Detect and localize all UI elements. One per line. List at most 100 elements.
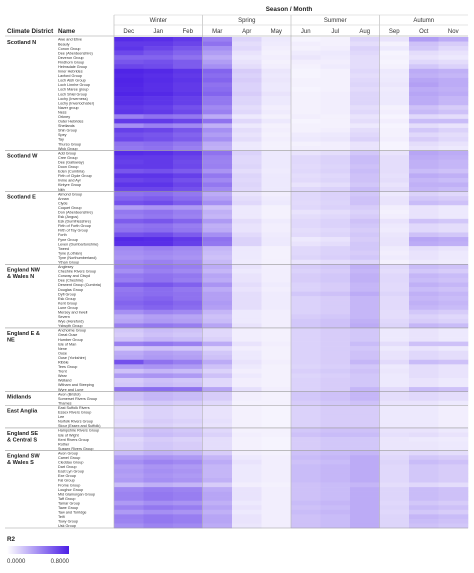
heatmap-cell xyxy=(232,314,262,320)
heatmap-cell xyxy=(232,100,262,106)
heatmap-cell xyxy=(114,446,144,452)
heatmap-cell xyxy=(409,318,439,324)
heatmap-cell xyxy=(350,109,380,115)
heatmap-cell xyxy=(438,127,469,133)
heatmap-cell xyxy=(409,314,439,320)
heatmap-cell xyxy=(291,82,321,88)
heatmap-cell xyxy=(173,41,203,47)
heatmap-cell xyxy=(143,396,174,402)
heatmap-cell xyxy=(143,464,174,470)
heatmap-cell xyxy=(409,264,439,270)
heatmap-cell xyxy=(438,387,469,392)
heatmap-cell xyxy=(173,450,203,456)
heatmap-cell xyxy=(202,264,233,270)
heatmap-cell xyxy=(261,82,292,88)
heatmap-cell xyxy=(261,159,292,165)
heatmap-cell xyxy=(114,473,144,479)
heatmap-cell xyxy=(114,391,144,397)
heatmap-cell xyxy=(143,368,174,374)
heatmap-cell xyxy=(409,432,439,438)
heatmap-cell xyxy=(202,177,233,183)
heatmap-cell xyxy=(350,314,380,320)
heatmap-cell xyxy=(350,100,380,106)
heatmap-cell xyxy=(409,332,439,338)
heatmap-cell xyxy=(350,164,380,170)
heatmap-cell xyxy=(409,164,439,170)
heatmap-cell xyxy=(261,105,292,111)
row-label: Camel Group xyxy=(58,456,80,460)
row-label: Ystwyth Group xyxy=(58,324,83,328)
heatmap-cell xyxy=(143,414,174,420)
heatmap-cell xyxy=(261,382,292,388)
heatmap-cell xyxy=(143,446,174,452)
heatmap-cell xyxy=(350,177,380,183)
heatmap-cell xyxy=(350,364,380,370)
heatmap-cell xyxy=(143,400,174,406)
heatmap-cell xyxy=(291,273,321,279)
heatmap-cell xyxy=(320,355,351,361)
heatmap-cell xyxy=(143,518,174,524)
heatmap-cell xyxy=(143,237,174,242)
heatmap-cell xyxy=(438,491,469,497)
heatmap-cell xyxy=(438,432,469,438)
heatmap-cell xyxy=(114,518,144,524)
heatmap-cell xyxy=(114,464,144,470)
heatmap-cell xyxy=(409,418,439,424)
heatmap-cell xyxy=(409,73,439,79)
heatmap-cell xyxy=(350,282,380,288)
heatmap-cell xyxy=(409,173,439,179)
heatmap-cell xyxy=(261,91,292,97)
heatmap-cell xyxy=(232,114,262,120)
heatmap-cell xyxy=(173,296,203,301)
heatmap-cell xyxy=(409,218,439,224)
heatmap-cell xyxy=(173,377,203,383)
heatmap-cell xyxy=(143,100,174,106)
heatmap-cell xyxy=(173,209,203,215)
heatmap-cell xyxy=(202,41,233,47)
heatmap-cell xyxy=(202,418,233,424)
heatmap-cell xyxy=(173,168,203,174)
row-label: Tamar Group xyxy=(58,501,80,505)
heatmap-cell xyxy=(291,277,321,283)
heatmap-cell xyxy=(438,137,469,142)
heatmap-cell xyxy=(114,364,144,370)
legend-gradient-bar xyxy=(7,546,69,554)
heatmap-cell xyxy=(379,100,410,106)
heatmap-cell xyxy=(143,196,174,201)
heatmap-cell xyxy=(291,132,321,138)
heatmap-cell xyxy=(438,64,469,70)
heatmap-cell xyxy=(438,382,469,388)
heatmap-cell xyxy=(114,314,144,320)
heatmap-cell xyxy=(379,159,410,165)
heatmap-cell xyxy=(261,246,292,251)
heatmap-cell xyxy=(202,50,233,56)
heatmap-cell xyxy=(438,237,469,242)
heatmap-cell xyxy=(438,123,469,129)
heatmap-cell xyxy=(261,323,292,329)
heatmap-cell xyxy=(291,487,321,492)
heatmap-cell xyxy=(232,209,262,215)
heatmap-cell xyxy=(232,118,262,124)
heatmap-cell xyxy=(291,423,321,429)
row-label: Stour (Essex and Suffolk) xyxy=(58,424,101,428)
heatmap-cell xyxy=(114,200,144,206)
row-label: Spey xyxy=(58,133,67,137)
heatmap-cell xyxy=(143,182,174,188)
heatmap-cell xyxy=(350,459,380,465)
heatmap-cell xyxy=(379,477,410,483)
heatmap-cell xyxy=(173,318,203,324)
heatmap-cell xyxy=(379,96,410,101)
heatmap-cell xyxy=(350,409,380,415)
heatmap-cell xyxy=(143,300,174,306)
name-header: Name xyxy=(58,28,76,35)
heatmap-cell xyxy=(143,55,174,61)
heatmap-cell xyxy=(291,418,321,424)
heatmap-cell xyxy=(438,368,469,374)
row-label: Wyre and Lune xyxy=(58,388,83,392)
heatmap-cell xyxy=(320,437,351,442)
heatmap-cell xyxy=(261,50,292,56)
heatmap-cell xyxy=(291,64,321,70)
heatmap-cell xyxy=(261,523,292,529)
row-label: Ness xyxy=(58,110,67,114)
